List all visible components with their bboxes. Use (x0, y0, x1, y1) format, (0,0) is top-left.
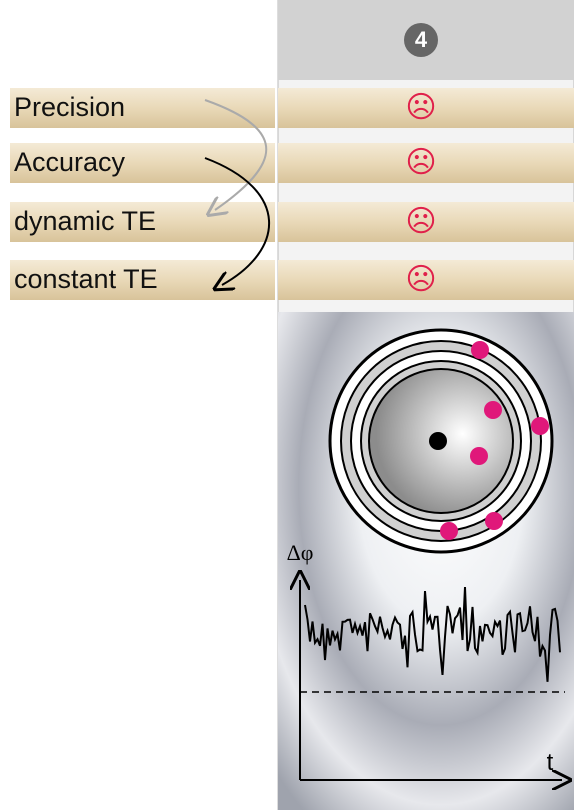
row-label: Accuracy (14, 147, 126, 177)
y-label: Δφ (287, 540, 314, 565)
hit (471, 341, 489, 359)
status-icon: ☹ (405, 146, 436, 179)
status-icon: ☹ (405, 263, 436, 296)
arrow (204, 157, 271, 285)
row-band (278, 260, 574, 300)
status-icon: ☹ (405, 91, 436, 124)
number: 4 (415, 27, 428, 52)
hit (531, 417, 549, 435)
row-label: constant TE (14, 264, 158, 294)
label-box (10, 143, 275, 183)
row-band (278, 88, 574, 128)
hit (440, 522, 458, 540)
row-label: Precision (14, 92, 125, 122)
hit (470, 447, 488, 465)
row-label: dynamic TE (14, 206, 156, 236)
row-band (278, 143, 574, 183)
hit (484, 401, 502, 419)
signal (304, 586, 561, 682)
number-badge (404, 23, 438, 57)
label-box (10, 88, 275, 128)
x-label: t (547, 749, 554, 776)
hit (485, 512, 503, 530)
status-icon: ☹ (405, 205, 436, 238)
rows: Precision ☹ Accuracy ☹ dynamic TE ☹ constant T… (10, 88, 574, 300)
hits (440, 341, 549, 540)
row-band (278, 202, 574, 242)
center-dot (429, 432, 447, 450)
arrow (205, 99, 268, 210)
label-box (10, 202, 275, 242)
